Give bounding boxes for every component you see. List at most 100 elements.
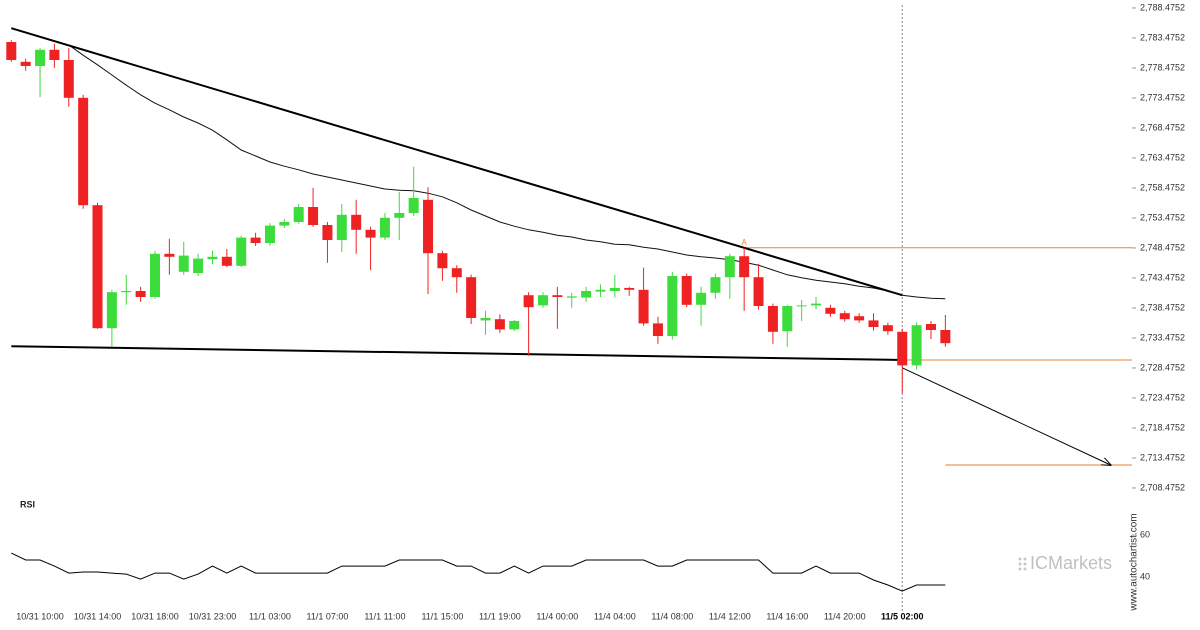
x-tick-label: 10/31 23:00 — [189, 611, 237, 621]
y-tick-label: 2,713.4752 — [1140, 452, 1185, 462]
candle-body — [782, 306, 793, 332]
candle-body — [49, 49, 60, 60]
projection — [902, 367, 1110, 465]
candle-body — [351, 214, 362, 230]
candle-body — [150, 253, 160, 297]
candle-body — [523, 295, 534, 308]
candle-body — [753, 277, 764, 306]
trendline — [11, 345, 903, 361]
rsi-line — [11, 552, 946, 592]
x-tick-label: 11/1 15:00 — [421, 611, 463, 621]
candle-body — [710, 277, 721, 293]
y-tick-label: 2,758.4752 — [1140, 182, 1185, 192]
candle-body — [494, 319, 505, 330]
candle-body — [451, 268, 462, 278]
rsi-title: RSI — [20, 499, 35, 509]
x-tick-label: 11/1 11:00 — [364, 611, 405, 621]
candle-body — [365, 229, 376, 238]
y-tick-label: 2,768.4752 — [1140, 122, 1185, 132]
level-label: A — [741, 238, 747, 247]
candle-body — [135, 291, 146, 297]
y-tick-label: 2,728.4752 — [1140, 362, 1185, 372]
candle-body — [63, 60, 74, 98]
candle-body — [911, 325, 922, 366]
candle-body — [839, 313, 850, 320]
candle-body — [854, 316, 865, 321]
candle-body — [466, 277, 477, 318]
y-tick-label: 2,723.4752 — [1140, 392, 1185, 402]
rsi-tick-label: 60 — [1140, 529, 1150, 539]
candle-body — [106, 292, 117, 329]
candle-body — [624, 288, 635, 290]
candle-body — [279, 222, 290, 226]
candle-body — [178, 255, 189, 272]
candle-body — [566, 296, 577, 298]
candle-body — [609, 288, 620, 291]
candle-body — [509, 321, 520, 330]
y-tick-label: 2,708.4752 — [1140, 482, 1185, 492]
x-tick-label: 11/1 19:00 — [479, 611, 521, 621]
candle-body — [437, 253, 448, 269]
x-tick-label: 10/31 14:00 — [74, 611, 122, 621]
y-tick-label: 2,748.4752 — [1140, 242, 1185, 252]
y-tick-label: 2,763.4752 — [1140, 152, 1185, 162]
candle-body — [264, 225, 275, 243]
candle-body — [811, 303, 822, 306]
candle-body — [6, 42, 17, 60]
candle-body — [595, 289, 606, 292]
x-tick-label: 11/1 07:00 — [307, 611, 349, 621]
candle-body — [652, 323, 663, 336]
y-tick-label: 2,753.4752 — [1140, 212, 1185, 222]
candle-body — [897, 331, 908, 366]
candle-body — [164, 253, 175, 257]
y-tick-label: 2,743.4752 — [1140, 272, 1185, 282]
x-tick-label: 11/1 03:00 — [249, 611, 291, 621]
candle-body — [480, 318, 491, 321]
candle-body — [336, 214, 347, 240]
candle-body — [221, 256, 232, 266]
x-tick-label: 10/31 10:00 — [16, 611, 64, 621]
y-tick-label: 2,788.4752 — [1140, 2, 1185, 12]
candle-body — [696, 292, 707, 305]
y-tick-label: 2,783.4752 — [1140, 32, 1185, 42]
moving-average — [68, 44, 946, 300]
candle-body — [250, 237, 261, 243]
candle-body — [193, 258, 204, 273]
candle-body — [408, 198, 419, 213]
candle-body — [78, 97, 89, 206]
trendline — [11, 27, 903, 297]
x-tick-label: 10/31 18:00 — [131, 611, 179, 621]
watermark: ICMarkets — [1030, 553, 1112, 573]
candle-body — [667, 276, 678, 336]
candle-body — [207, 256, 218, 260]
candle-body — [92, 205, 103, 329]
candle-body — [394, 213, 405, 218]
candle-body — [940, 330, 951, 344]
rsi-tick-label: 40 — [1140, 571, 1150, 581]
candle-body — [20, 61, 31, 66]
y-tick-label: 2,773.4752 — [1140, 92, 1185, 102]
x-tick-label: 11/4 16:00 — [766, 611, 808, 621]
candle-body — [322, 225, 333, 240]
candle-body — [925, 324, 936, 330]
candle-body — [638, 289, 649, 324]
source: www.autochartist.com — [1129, 513, 1140, 611]
candle-body — [739, 256, 750, 278]
candle-body — [423, 199, 434, 254]
candle-body — [681, 276, 692, 305]
candle-body — [796, 305, 807, 307]
candle-body — [581, 291, 592, 298]
candle-body — [308, 207, 319, 225]
candle-body — [293, 207, 304, 222]
candle-body — [868, 320, 879, 327]
x-tick-label: 11/4 00:00 — [536, 611, 578, 621]
x-tick-label: 11/4 08:00 — [651, 611, 693, 621]
x-tick-label: 11/4 12:00 — [709, 611, 751, 621]
y-tick-label: 2,738.4752 — [1140, 302, 1185, 312]
candle-body — [379, 217, 390, 238]
candle-body — [552, 295, 563, 297]
watermark-logo — [1018, 557, 1027, 571]
y-tick-label: 2,718.4752 — [1140, 422, 1185, 432]
